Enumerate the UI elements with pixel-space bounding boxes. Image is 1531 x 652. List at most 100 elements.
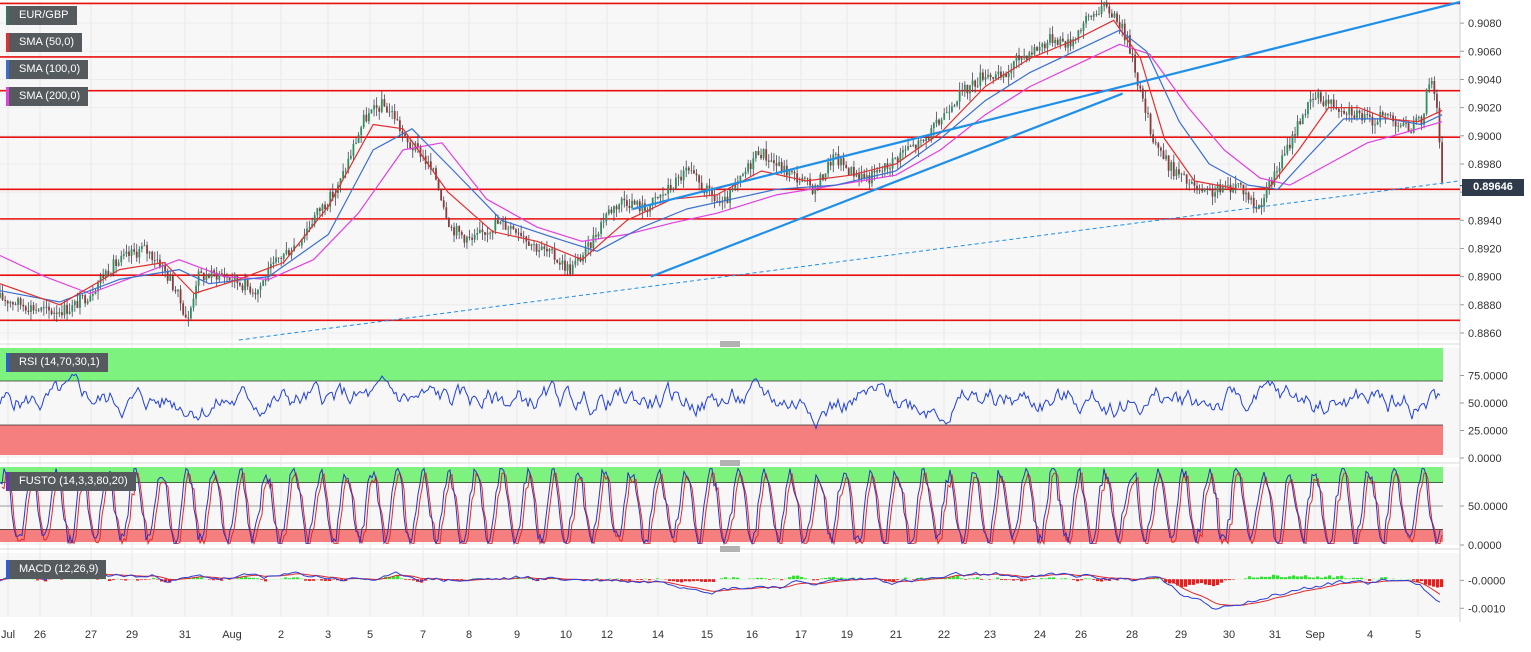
price-candle-body: [283, 254, 285, 259]
price-candle-body: [636, 201, 638, 204]
price-candle-body: [386, 106, 388, 112]
price-candle-body: [262, 280, 264, 286]
price-candle-body: [879, 170, 881, 171]
price-candle-body: [954, 105, 956, 106]
x-tick-label: 26: [1075, 629, 1087, 641]
price-candle-body: [58, 312, 60, 314]
macd-hist-bar: [36, 579, 39, 580]
price-candle-body: [1397, 126, 1399, 127]
price-candle-body: [1016, 55, 1018, 61]
price-candle-body: [25, 306, 27, 310]
macd-hist-bar: [840, 578, 843, 580]
price-candle-body: [12, 302, 14, 304]
price-candle-body: [1196, 186, 1198, 190]
macd-hist-bar: [676, 579, 679, 582]
macd-hist-bar: [400, 578, 403, 579]
price-candle-body: [46, 307, 48, 308]
price-candle-body: [961, 90, 963, 91]
macd-hist-bar: [968, 579, 971, 580]
macd-y-axis: -0.0000-0.0010: [1468, 575, 1505, 615]
price-candle-body: [82, 295, 84, 296]
price-candle-body: [1181, 174, 1183, 175]
macd-hist-bar: [1296, 576, 1299, 579]
price-candle-body: [1315, 98, 1317, 99]
x-tick-label: 5: [367, 629, 373, 641]
price-candle-body: [977, 86, 979, 87]
macd-hist-bar: [648, 579, 651, 580]
price-candle-body: [1317, 92, 1319, 98]
price-candle-body: [974, 81, 976, 87]
price-candle-body: [1405, 123, 1407, 124]
macd-hist-bar: [1308, 577, 1311, 579]
price-candle-body: [943, 113, 945, 120]
macd-hist-bar: [1276, 575, 1279, 579]
legend-sma100: SMA (100,0): [6, 60, 88, 79]
macd-hist-bar: [692, 579, 695, 581]
macd-hist-bar: [124, 579, 127, 580]
price-candle-body: [242, 285, 244, 290]
price-candle-body: [587, 242, 589, 246]
macd-hist-bar: [1328, 575, 1331, 579]
price-candle-body: [221, 273, 223, 274]
macd-hist-bar: [1196, 579, 1199, 583]
macd-hist-bar: [1080, 579, 1083, 580]
price-candle-body: [997, 72, 999, 75]
price-candle-body: [1274, 171, 1276, 185]
price-candle-body: [848, 168, 850, 175]
price-candle-body: [985, 77, 987, 80]
price-candle-body: [1049, 34, 1051, 42]
price-candle-body: [399, 120, 401, 131]
price-candle-body: [745, 172, 747, 174]
x-tick-label: 8: [466, 629, 472, 641]
price-candle-body: [115, 259, 117, 266]
price-candle-body: [1227, 185, 1229, 186]
price-candle-body: [729, 190, 731, 203]
price-candle-body: [180, 289, 182, 303]
macd-hist-bar: [1324, 577, 1327, 579]
price-candle-body: [1281, 155, 1283, 168]
macd-hist-bar: [756, 578, 759, 579]
price-candle-body: [1139, 86, 1141, 89]
price-candle-body: [1116, 13, 1118, 22]
macd-hist-bar: [1256, 578, 1259, 580]
macd-hist-bar: [748, 579, 751, 580]
macd-hist-bar: [1312, 578, 1315, 580]
x-tick-label: 10: [560, 629, 572, 641]
price-candle-body: [698, 175, 700, 182]
price-candle-body: [1250, 198, 1252, 200]
price-candle-body: [1387, 114, 1389, 115]
price-candle-body: [376, 105, 378, 108]
macd-hist-bar: [764, 578, 767, 579]
price-candle-body: [1439, 108, 1441, 142]
macd-hist-bar: [408, 579, 411, 580]
price-candle-body: [1323, 102, 1325, 106]
macd-hist-bar: [1252, 578, 1255, 580]
price-candle-body: [1178, 169, 1180, 174]
price-candle-body: [750, 163, 752, 169]
price-candle-body: [1312, 99, 1314, 100]
macd-hist-bar: [256, 578, 259, 579]
price-candle-body: [531, 244, 533, 246]
price-candle-body: [353, 144, 355, 156]
price-candle-body: [4, 300, 6, 301]
macd-hist-bar: [1288, 576, 1291, 579]
macd-hist-bar: [616, 579, 619, 580]
x-tick-label: 3: [325, 629, 331, 641]
price-candle-body: [1237, 183, 1239, 184]
price-candle-body: [1245, 193, 1247, 195]
price-candle-body: [40, 307, 42, 310]
price-candle-body: [394, 111, 396, 119]
macd-hist-bar: [896, 579, 899, 580]
macd-hist-bar: [324, 579, 327, 581]
price-candle-body: [22, 305, 24, 307]
price-candle-body: [1036, 47, 1038, 51]
x-tick-label: 29: [126, 629, 138, 641]
price-candle-body: [1408, 123, 1410, 131]
price-candle-body: [840, 158, 842, 165]
price-candle-body: [7, 301, 9, 304]
x-tick-label: 24: [1034, 629, 1046, 641]
rsi-label: RSI (14,70,30,1): [6, 353, 108, 372]
price-candle-body: [1359, 111, 1361, 114]
price-candle-body: [551, 249, 553, 250]
